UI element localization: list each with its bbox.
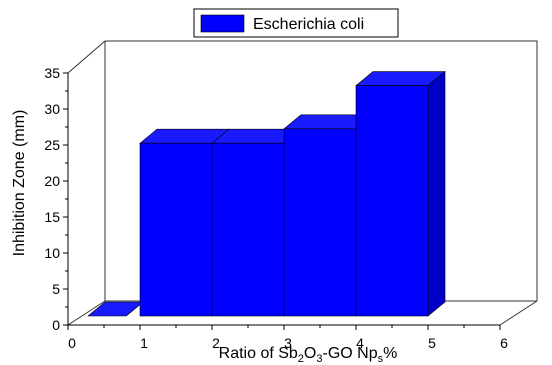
right-depth-edge — [499, 300, 538, 326]
x-title-part-3: O — [304, 345, 316, 362]
x-title-sub-4: 3 — [316, 353, 322, 365]
bar-front-face — [283, 128, 357, 317]
bar — [355, 70, 446, 317]
x-tick-label: 5 — [428, 335, 436, 351]
x-tick-label: 2 — [212, 335, 220, 351]
y-tick-label: 10 — [44, 245, 60, 261]
x-tick-label: 0 — [68, 335, 76, 351]
y-tick-label: 20 — [44, 173, 60, 189]
bars — [87, 70, 446, 317]
legend-swatch — [200, 14, 245, 33]
y-tick-label: 25 — [44, 137, 60, 153]
legend: Escherichia coli — [193, 8, 399, 38]
x-tick-label: 4 — [356, 335, 364, 351]
y-tick-label: 5 — [52, 281, 60, 297]
y-tick-label: 0 — [52, 317, 60, 333]
bar-front-face — [355, 85, 429, 317]
x-axis-title: Ratio of Sb2O3-GO Nps% — [219, 345, 398, 365]
top-depth-edge — [67, 40, 106, 74]
bar-top-face — [87, 301, 144, 317]
back-wall-outline — [105, 40, 538, 301]
x-title-part-5: -GO Np — [323, 345, 378, 362]
x-tick-label: 1 — [140, 335, 148, 351]
bar-front-face — [139, 142, 213, 317]
y-axis: 0 5 10 15 20 25 30 35 — [44, 65, 69, 333]
x-title-part-7: % — [383, 345, 397, 362]
y-tick-label: 35 — [44, 65, 60, 81]
bar-front-face — [211, 142, 285, 317]
x-tick-label: 3 — [284, 335, 292, 351]
y-axis-title: Inhibition Zone (mm) — [11, 110, 28, 257]
y-tick-label: 30 — [44, 101, 60, 117]
x-title-part-1: Ratio of Sb — [219, 345, 298, 362]
bar-side-face — [427, 70, 446, 317]
x-axis: 0 1 2 3 4 5 6 — [67, 324, 508, 351]
bar — [87, 301, 144, 317]
x-tick-label: 6 — [500, 335, 508, 351]
y-tick-label: 15 — [44, 209, 60, 225]
floor-depth-edge — [67, 300, 106, 326]
x-title-sub-2: 2 — [298, 353, 304, 365]
x-title-sub-6: s — [378, 353, 384, 365]
legend-label: Escherichia coli — [253, 16, 364, 33]
